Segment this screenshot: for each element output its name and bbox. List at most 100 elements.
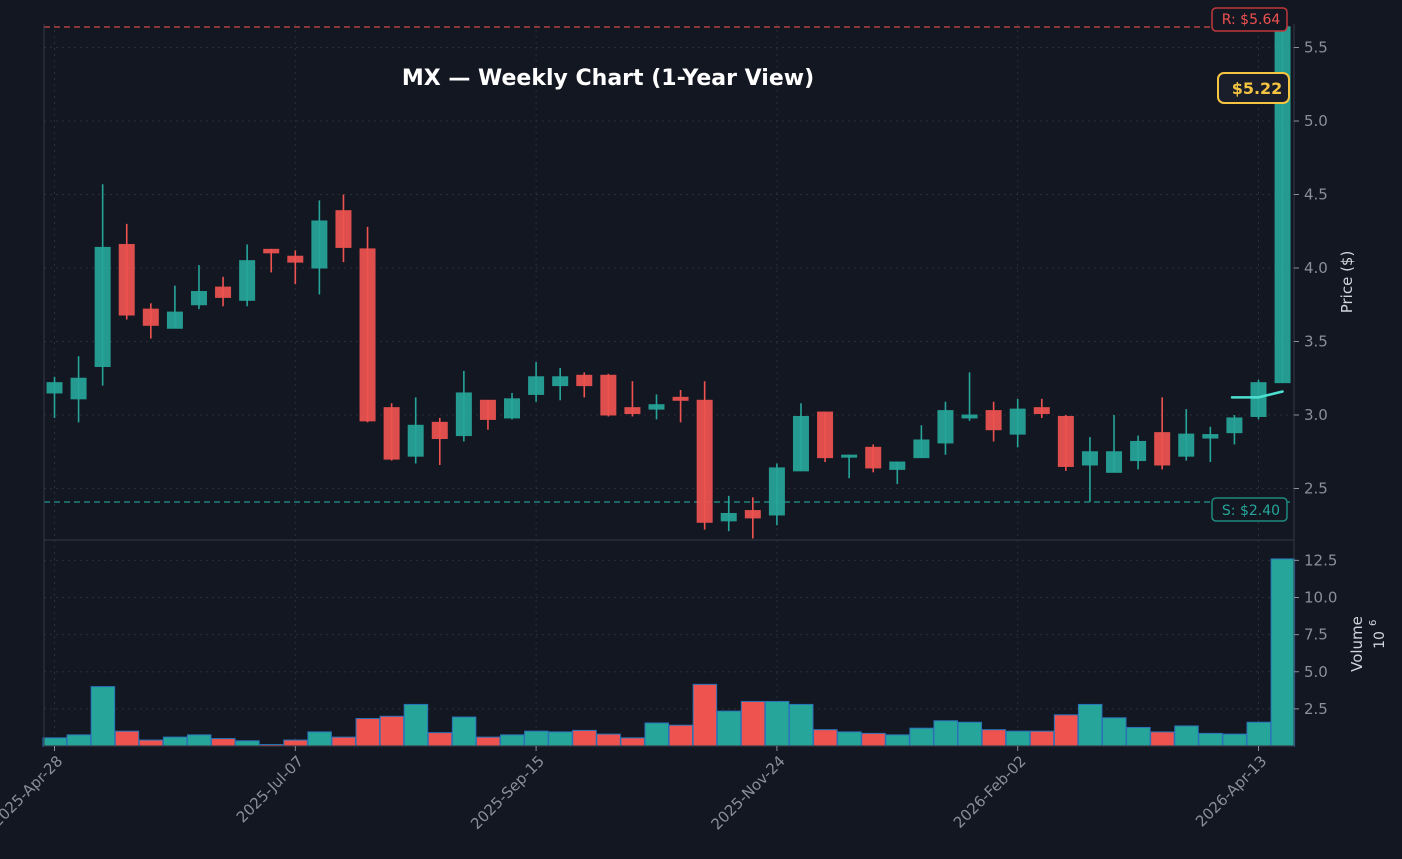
volume-bar bbox=[764, 700, 790, 747]
candle bbox=[1130, 435, 1147, 470]
candle bbox=[913, 425, 930, 459]
candle bbox=[335, 194, 352, 263]
resistance-badge: R: $5.64 bbox=[1211, 7, 1288, 32]
volume-exponent-base: 10 bbox=[1372, 631, 1388, 649]
volume-bar bbox=[740, 700, 766, 747]
volume-bar bbox=[500, 734, 525, 747]
volume-bar bbox=[427, 732, 453, 747]
candle bbox=[118, 223, 135, 320]
candle bbox=[1033, 398, 1050, 418]
volume-tick-label: 2.5 bbox=[1304, 700, 1328, 718]
volume-axis-label: Volume bbox=[1348, 616, 1366, 672]
volume-bars bbox=[42, 558, 1296, 747]
resistance-label: R: $5.64 bbox=[1222, 12, 1281, 28]
candle bbox=[648, 394, 665, 420]
candle bbox=[937, 401, 954, 455]
candle bbox=[985, 401, 1002, 442]
volume-tick-label: 5.0 bbox=[1304, 663, 1328, 681]
volume-bar bbox=[331, 736, 356, 747]
candle bbox=[792, 403, 809, 472]
price-candles bbox=[46, 26, 1291, 539]
candle bbox=[961, 372, 978, 421]
candle bbox=[1057, 415, 1074, 471]
volume-bar bbox=[307, 731, 332, 747]
candle bbox=[1154, 397, 1171, 470]
volume-bar bbox=[1222, 733, 1247, 747]
candle bbox=[889, 461, 906, 485]
price-tick-label: 3.5 bbox=[1304, 333, 1328, 351]
last-price-label: $5.22 bbox=[1232, 79, 1283, 98]
volume-bar bbox=[788, 703, 814, 747]
volume-bar bbox=[1270, 558, 1296, 747]
last-price-badge: $5.22 bbox=[1217, 72, 1290, 104]
price-tick-label: 3.0 bbox=[1304, 406, 1328, 424]
volume-bar bbox=[1102, 717, 1127, 747]
volume-bar bbox=[837, 731, 862, 747]
volume-bar bbox=[885, 734, 910, 747]
support-badge: S: $2.40 bbox=[1211, 497, 1288, 522]
price-axis-label: Price ($) bbox=[1338, 251, 1356, 314]
volume-bar bbox=[355, 718, 381, 747]
volume-exponent-power: 6 bbox=[1368, 620, 1379, 626]
volume-bar bbox=[957, 721, 983, 747]
volume-bar bbox=[813, 729, 838, 747]
volume-bar bbox=[1077, 703, 1103, 747]
volume-bar bbox=[909, 727, 934, 747]
candle bbox=[311, 200, 328, 295]
volume-bar bbox=[1150, 731, 1175, 747]
candle bbox=[479, 399, 496, 430]
candle bbox=[768, 463, 785, 526]
candle bbox=[1202, 426, 1219, 463]
volume-bar bbox=[861, 732, 886, 747]
candle bbox=[1178, 409, 1195, 461]
candle bbox=[624, 381, 641, 417]
volume-tick-label: 10.0 bbox=[1304, 589, 1337, 607]
volume-bar bbox=[235, 740, 260, 747]
volume-bar bbox=[451, 716, 477, 747]
candle bbox=[841, 454, 858, 479]
volume-bar bbox=[668, 724, 694, 747]
volume-bar bbox=[1174, 725, 1199, 747]
candle bbox=[600, 373, 617, 417]
candle bbox=[528, 362, 545, 402]
volume-bar bbox=[475, 736, 501, 747]
moving-average-line bbox=[1230, 390, 1284, 399]
candle bbox=[70, 356, 87, 423]
candle bbox=[1106, 415, 1123, 473]
volume-bar bbox=[186, 734, 212, 747]
candle bbox=[817, 411, 834, 463]
price-tick-label: 2.5 bbox=[1304, 480, 1328, 498]
volume-bar bbox=[548, 731, 573, 747]
candle bbox=[142, 303, 159, 339]
candle bbox=[865, 444, 882, 473]
price-tick-label: 5.5 bbox=[1304, 39, 1328, 57]
candle bbox=[1081, 437, 1098, 502]
chart-title: MX — Weekly Chart (1-Year View) bbox=[402, 66, 814, 91]
candle bbox=[552, 367, 569, 401]
volume-bar bbox=[66, 734, 92, 747]
volume-bar bbox=[1246, 721, 1271, 747]
candle bbox=[383, 403, 400, 461]
volume-bar bbox=[692, 683, 718, 747]
volume-bar bbox=[283, 739, 308, 747]
volume-bar bbox=[138, 739, 164, 747]
candle bbox=[166, 285, 183, 329]
candle bbox=[239, 244, 256, 307]
volume-bar bbox=[981, 729, 1007, 747]
volume-bar bbox=[162, 736, 188, 747]
candle bbox=[407, 397, 424, 464]
volume-bar bbox=[716, 710, 742, 747]
volume-bar bbox=[379, 715, 405, 747]
volume-bar bbox=[524, 730, 549, 747]
volume-bar bbox=[1005, 730, 1031, 747]
candle bbox=[504, 392, 521, 420]
candle bbox=[263, 248, 280, 273]
support-label: S: $2.40 bbox=[1222, 503, 1280, 519]
volume-bar bbox=[211, 738, 236, 747]
volume-bar bbox=[1198, 732, 1223, 747]
candle bbox=[672, 390, 689, 423]
volume-bar bbox=[620, 737, 645, 747]
volume-bar bbox=[1126, 726, 1151, 747]
candle bbox=[576, 372, 593, 398]
